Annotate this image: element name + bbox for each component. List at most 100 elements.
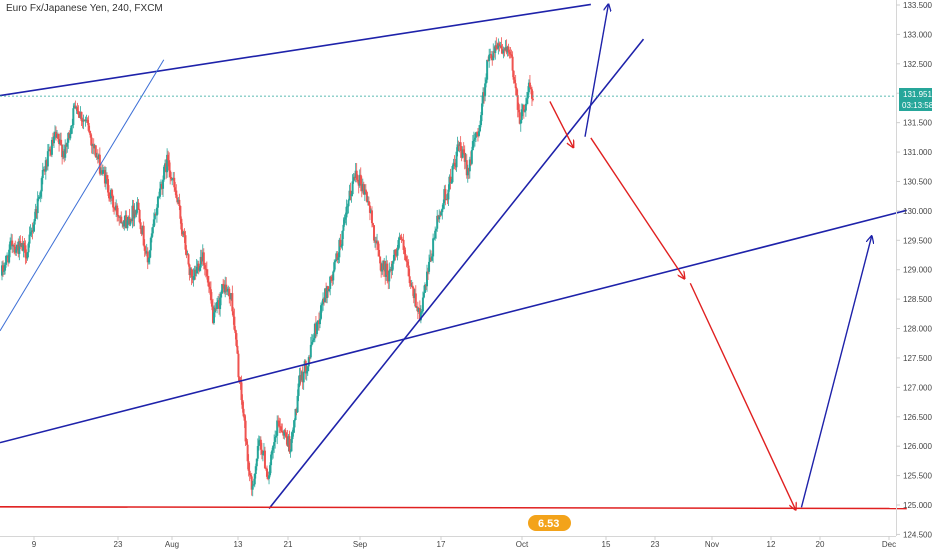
candle: [20, 243, 23, 248]
candle: [85, 114, 88, 123]
candle: [112, 194, 115, 212]
candle: [80, 111, 83, 127]
candle: [346, 203, 349, 215]
candle: [387, 270, 390, 290]
candle: [150, 227, 153, 243]
candle: [497, 38, 500, 55]
candle: [447, 184, 450, 207]
candle: [329, 275, 332, 296]
candle: [359, 167, 362, 192]
candle: [440, 209, 443, 216]
candle: [263, 446, 266, 470]
candle: [217, 296, 220, 308]
candle: [423, 282, 426, 294]
candle: [147, 257, 150, 265]
candle: [214, 302, 217, 318]
candle: [292, 420, 295, 437]
candle: [267, 472, 270, 481]
candle: [40, 176, 43, 199]
candle: [506, 45, 509, 57]
candle: [432, 233, 435, 263]
candle: [518, 104, 521, 125]
candle: [503, 47, 506, 57]
candle: [300, 370, 303, 382]
candle: [481, 95, 484, 122]
candle: [445, 194, 448, 201]
candle: [280, 423, 283, 433]
candle: [11, 234, 14, 254]
candle: [137, 199, 140, 210]
watermark-text: 6.53: [538, 518, 559, 530]
candle: [270, 451, 273, 474]
candle: [162, 175, 165, 197]
candle: [55, 126, 58, 141]
y-tick-label: 127.000: [903, 383, 932, 392]
price-axis[interactable]: 133.500133.000132.500132.000131.500131.0…: [896, 1, 932, 539]
candle: [326, 285, 329, 304]
candle: [452, 158, 455, 170]
candle: [370, 206, 373, 228]
candle: [426, 264, 429, 292]
candle: [200, 249, 203, 265]
y-tick-label: 126.000: [903, 442, 932, 451]
candle: [301, 366, 304, 390]
candle: [247, 454, 250, 477]
candle: [320, 302, 323, 321]
candle: [471, 134, 474, 151]
candle: [430, 250, 433, 263]
candle: [379, 256, 382, 271]
candle: [398, 232, 401, 248]
candle: [465, 154, 468, 179]
candle: [490, 50, 493, 61]
blue-forecast-arrow: [584, 4, 608, 137]
candle: [1, 261, 3, 281]
candle: [271, 447, 274, 460]
candle: [108, 185, 111, 202]
candle: [418, 300, 421, 322]
candle: [338, 237, 341, 264]
candle: [448, 174, 451, 192]
candle: [491, 55, 494, 66]
candle: [305, 363, 308, 381]
candle: [376, 233, 379, 245]
candle: [519, 119, 522, 132]
blue-forecast-arrow: [800, 236, 871, 508]
candle: [464, 152, 467, 169]
candle: [351, 174, 354, 197]
candle: [186, 250, 189, 256]
candle: [239, 376, 242, 390]
candle: [7, 254, 10, 267]
candle: [202, 248, 205, 270]
y-tick-label: 129.000: [903, 266, 932, 275]
candle: [30, 227, 33, 238]
candles: [1, 37, 534, 497]
candle: [118, 215, 121, 226]
candle: [371, 222, 374, 228]
candle: [61, 144, 64, 165]
candle: [57, 132, 60, 143]
candle: [268, 471, 271, 485]
candle: [462, 142, 465, 155]
support-level-line: [0, 505, 907, 510]
candle: [344, 212, 347, 224]
candle: [138, 208, 141, 224]
candle: [421, 291, 424, 316]
candle: [313, 322, 316, 343]
candle: [3, 262, 6, 275]
candle: [368, 202, 371, 221]
time-axis[interactable]: 9 23 Aug 13 21 Sep 17 Oct 15 23 Nov 12 20 Dec: [32, 536, 896, 549]
candle: [19, 235, 22, 250]
candle: [310, 333, 313, 347]
candle: [358, 169, 361, 188]
candle: [325, 282, 328, 304]
candle: [474, 131, 477, 142]
candle: [414, 285, 417, 308]
y-tick-label: 127.500: [903, 354, 932, 363]
candle: [402, 233, 405, 255]
candle: [174, 181, 177, 196]
candle: [260, 442, 263, 460]
candle: [442, 199, 445, 210]
candle: [525, 91, 528, 106]
candle: [352, 173, 355, 184]
